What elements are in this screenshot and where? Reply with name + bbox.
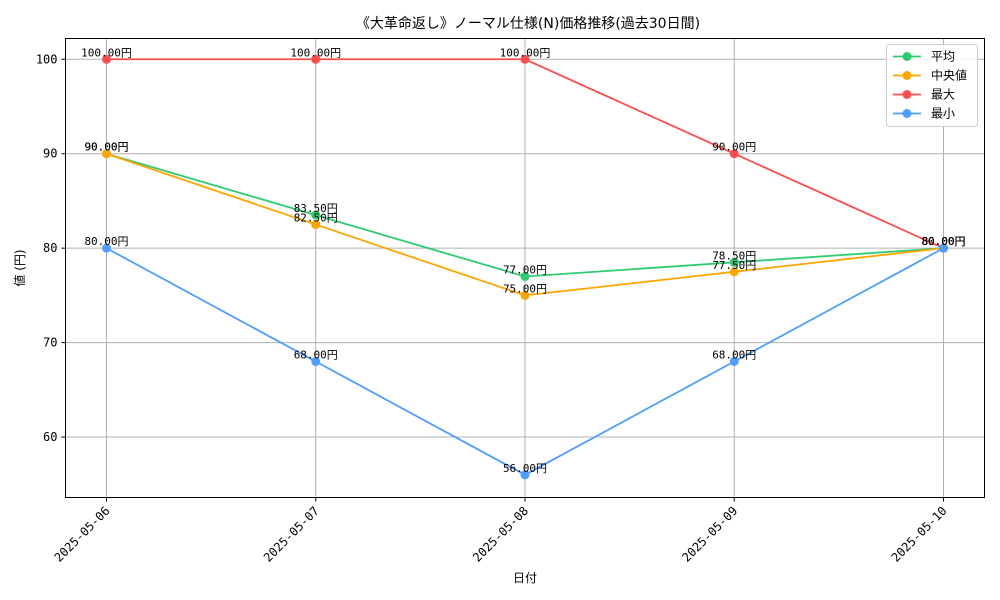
y-axis: 60 70 80 90 100 bbox=[36, 52, 66, 444]
data-label: 80.00円 bbox=[921, 235, 965, 248]
data-point bbox=[520, 272, 530, 281]
legend-item: 最大 bbox=[893, 88, 955, 102]
chart-title: 《大革命返し》ノーマル仕様(N)価格推移(過去30日間) bbox=[356, 15, 700, 32]
legend-item: 中央値 bbox=[893, 68, 967, 83]
data-point bbox=[311, 210, 321, 220]
x-tick-label: 2025-05-06 bbox=[52, 504, 113, 565]
x-tick-label: 2025-05-08 bbox=[470, 504, 531, 565]
data-label: 82.50円 bbox=[294, 212, 338, 225]
legend-item: 平均 bbox=[893, 50, 955, 64]
legend-label: 平均 bbox=[931, 50, 955, 64]
data-label: 90.00円 bbox=[712, 141, 756, 154]
data-label: 100.00円 bbox=[290, 46, 341, 59]
data-label: 80.00円 bbox=[921, 235, 965, 248]
legend-item: 最小 bbox=[893, 107, 955, 121]
data-point bbox=[729, 149, 739, 159]
x-axis: 2025-05-06 2025-05-07 2025-05-08 2025-05-09… bbox=[52, 497, 950, 565]
data-label: 80.00円 bbox=[84, 235, 128, 248]
data-label: 56.00円 bbox=[503, 462, 547, 475]
data-point bbox=[729, 257, 739, 267]
data-point bbox=[102, 54, 111, 64]
series-3 bbox=[102, 54, 948, 253]
data-labels: 90.00円 83.50円 77.00円 78.50円 80.00円 90.00円 82.5… bbox=[81, 46, 965, 475]
data-label: 100.00円 bbox=[81, 46, 132, 59]
data-label: 90.00円 bbox=[84, 141, 128, 154]
x-tick-label: 2025-05-09 bbox=[679, 504, 740, 565]
legend-label: 中央値 bbox=[931, 68, 967, 83]
y-tick-label: 60 bbox=[43, 430, 57, 444]
data-label: 77.00円 bbox=[503, 264, 547, 277]
y-tick-label: 100 bbox=[36, 52, 58, 66]
x-tick-label: 2025-05-10 bbox=[889, 504, 950, 565]
data-point bbox=[102, 149, 111, 159]
y-tick-label: 90 bbox=[43, 147, 57, 161]
data-point bbox=[729, 357, 739, 366]
data-point bbox=[311, 357, 321, 366]
y-axis-label: 値 (円) bbox=[12, 249, 27, 286]
data-label: 68.00円 bbox=[294, 349, 338, 362]
legend-label: 最小 bbox=[931, 107, 955, 121]
data-label: 78.50円 bbox=[712, 249, 756, 262]
x-axis-label: 日付 bbox=[513, 571, 537, 585]
data-label: 68.00円 bbox=[712, 349, 756, 362]
data-label: 75.00円 bbox=[503, 282, 547, 295]
data-point bbox=[729, 267, 739, 277]
series-4 bbox=[102, 243, 948, 480]
y-tick-label: 70 bbox=[43, 336, 57, 350]
data-point bbox=[311, 220, 321, 230]
legend-marker bbox=[902, 52, 912, 61]
x-tick-label: 2025-05-07 bbox=[261, 504, 322, 565]
legend-label: 最大 bbox=[931, 88, 955, 102]
legend-marker bbox=[902, 90, 912, 99]
data-point bbox=[311, 54, 321, 64]
data-label: 80.00円 bbox=[921, 235, 965, 248]
legend-marker bbox=[902, 71, 912, 80]
legend-marker bbox=[902, 109, 912, 118]
data-label: 83.50円 bbox=[294, 202, 338, 215]
legend-box bbox=[886, 44, 978, 127]
data-label: 77.50円 bbox=[712, 259, 756, 272]
data-point bbox=[520, 290, 530, 300]
data-label: 100.00円 bbox=[500, 46, 551, 59]
data-point bbox=[939, 243, 948, 253]
data-label: 90.00円 bbox=[84, 141, 128, 154]
data-point bbox=[520, 470, 530, 480]
series-layer bbox=[102, 54, 948, 480]
data-point bbox=[102, 243, 111, 253]
y-tick-label: 80 bbox=[43, 241, 57, 255]
data-label: 80.00円 bbox=[921, 235, 965, 248]
data-point bbox=[520, 54, 530, 64]
